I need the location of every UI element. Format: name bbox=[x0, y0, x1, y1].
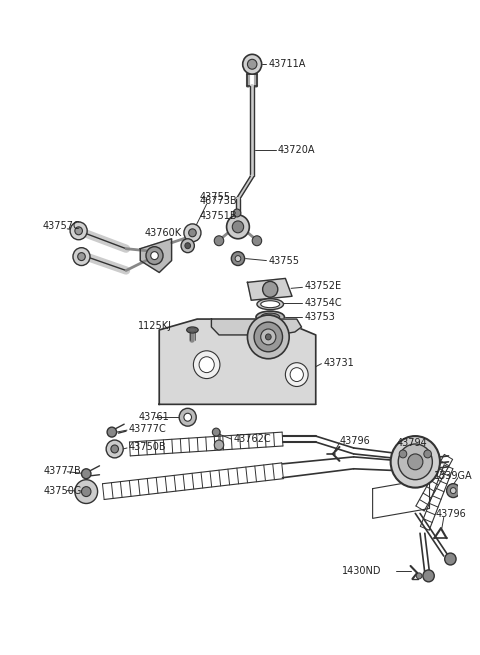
Circle shape bbox=[254, 322, 283, 352]
Circle shape bbox=[185, 243, 191, 249]
Text: 43760K: 43760K bbox=[145, 228, 182, 238]
Circle shape bbox=[179, 408, 196, 426]
Circle shape bbox=[450, 487, 456, 494]
Ellipse shape bbox=[257, 299, 284, 310]
Circle shape bbox=[235, 255, 241, 261]
Circle shape bbox=[199, 357, 214, 373]
Text: 46773B: 46773B bbox=[199, 196, 237, 206]
Circle shape bbox=[214, 440, 224, 450]
Text: 43762C: 43762C bbox=[233, 434, 271, 444]
Text: 43755: 43755 bbox=[199, 192, 230, 202]
Circle shape bbox=[290, 367, 303, 382]
Text: 43761: 43761 bbox=[138, 412, 169, 422]
Circle shape bbox=[416, 573, 422, 579]
Text: 1125KJ: 1125KJ bbox=[138, 321, 172, 331]
Text: 43711A: 43711A bbox=[268, 59, 306, 69]
Circle shape bbox=[227, 215, 249, 239]
Circle shape bbox=[391, 436, 440, 487]
Circle shape bbox=[444, 553, 456, 565]
Circle shape bbox=[286, 363, 308, 386]
Circle shape bbox=[424, 450, 432, 458]
Circle shape bbox=[75, 479, 97, 504]
Text: 43720A: 43720A bbox=[278, 145, 315, 155]
Text: 43750G: 43750G bbox=[44, 485, 82, 496]
Circle shape bbox=[193, 351, 220, 379]
Circle shape bbox=[146, 247, 163, 265]
Circle shape bbox=[82, 487, 91, 496]
Circle shape bbox=[248, 315, 289, 359]
Circle shape bbox=[231, 252, 245, 265]
Text: 43752E: 43752E bbox=[304, 282, 341, 291]
Polygon shape bbox=[159, 319, 316, 404]
Text: 43750B: 43750B bbox=[129, 442, 167, 452]
Text: 43731: 43731 bbox=[324, 358, 354, 367]
Circle shape bbox=[261, 329, 276, 345]
Circle shape bbox=[70, 222, 87, 240]
Text: 43777B: 43777B bbox=[44, 466, 81, 476]
Circle shape bbox=[408, 454, 423, 470]
Text: 43794: 43794 bbox=[396, 438, 427, 448]
Circle shape bbox=[73, 248, 90, 265]
Ellipse shape bbox=[256, 311, 285, 323]
Text: 43777C: 43777C bbox=[129, 424, 167, 434]
Circle shape bbox=[248, 60, 257, 69]
Circle shape bbox=[214, 236, 224, 246]
Ellipse shape bbox=[187, 327, 198, 333]
Text: 43757C: 43757C bbox=[43, 221, 80, 231]
Circle shape bbox=[243, 54, 262, 74]
Ellipse shape bbox=[261, 301, 280, 308]
Circle shape bbox=[78, 253, 85, 261]
Circle shape bbox=[189, 229, 196, 236]
Circle shape bbox=[423, 570, 434, 582]
Text: 43796: 43796 bbox=[435, 510, 466, 519]
Polygon shape bbox=[248, 278, 292, 300]
Circle shape bbox=[111, 445, 119, 453]
Ellipse shape bbox=[265, 315, 275, 319]
Circle shape bbox=[265, 334, 271, 340]
Text: 43753: 43753 bbox=[304, 312, 335, 322]
Circle shape bbox=[233, 209, 241, 217]
Ellipse shape bbox=[261, 313, 280, 321]
Circle shape bbox=[263, 282, 278, 297]
Text: 1339GA: 1339GA bbox=[434, 471, 473, 481]
Ellipse shape bbox=[189, 328, 196, 332]
Polygon shape bbox=[140, 239, 171, 272]
Circle shape bbox=[252, 236, 262, 246]
Circle shape bbox=[446, 483, 460, 498]
Circle shape bbox=[82, 469, 91, 479]
Circle shape bbox=[212, 428, 220, 436]
Circle shape bbox=[75, 227, 83, 234]
Text: 43796: 43796 bbox=[339, 436, 370, 446]
Circle shape bbox=[181, 239, 194, 253]
Circle shape bbox=[398, 444, 432, 479]
Circle shape bbox=[232, 221, 244, 233]
Text: 1430ND: 1430ND bbox=[342, 566, 382, 576]
Text: 43751B: 43751B bbox=[199, 211, 237, 221]
Circle shape bbox=[399, 450, 407, 458]
Circle shape bbox=[106, 440, 123, 458]
Circle shape bbox=[107, 427, 117, 437]
Circle shape bbox=[184, 413, 192, 421]
Polygon shape bbox=[211, 319, 301, 335]
Text: 43754C: 43754C bbox=[304, 298, 342, 309]
Circle shape bbox=[184, 224, 201, 242]
Circle shape bbox=[151, 252, 158, 259]
Text: 43755: 43755 bbox=[268, 255, 300, 265]
